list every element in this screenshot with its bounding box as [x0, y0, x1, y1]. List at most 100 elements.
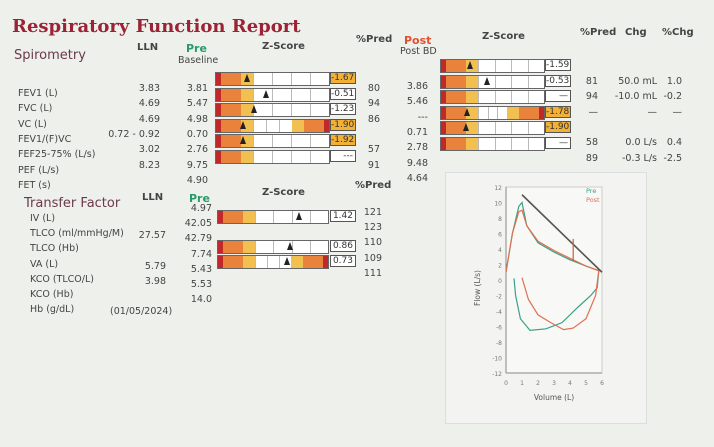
x-tick-label: 0	[504, 380, 508, 387]
series-post-line	[505, 209, 600, 331]
pre-value: 4.98	[186, 113, 208, 125]
y-tick-label: -12	[492, 371, 502, 378]
post-z-score: -1.78	[545, 105, 571, 118]
post-value: 2.78	[406, 142, 428, 154]
tf-row-label: KCO (TLCO/L)	[30, 273, 94, 285]
pchg-value: -0.2	[663, 91, 682, 103]
predicted-line	[521, 194, 603, 273]
tf-pre-value: 4.97	[190, 203, 212, 214]
y-tick-label: -2	[496, 294, 502, 301]
header-chg: Chg	[625, 27, 647, 38]
pre-z-score: -1.23	[330, 103, 356, 115]
pchg-value: 0.4	[666, 137, 682, 149]
tf-row-label: TLCO (Hb)	[30, 243, 79, 255]
post-pred-value: 58	[585, 137, 598, 149]
pre-z-score: -1.90	[330, 118, 356, 131]
pre-value: 9.75	[186, 159, 208, 171]
section-spirometry: Spirometry	[14, 48, 86, 63]
post-value: 9.48	[406, 157, 428, 169]
pre-z-bar	[215, 87, 330, 102]
pre-value: 0.70	[186, 128, 208, 140]
x-tick-label: 5	[584, 380, 588, 387]
z-score-marker	[284, 257, 291, 265]
x-tick-label: 1	[520, 380, 524, 387]
row-label: PEF (L/s)	[18, 164, 60, 176]
z-score-marker	[467, 61, 474, 69]
tf-lln-value: 5.79	[144, 260, 166, 272]
header-lln: LLN	[137, 42, 159, 53]
post-value: 5.46	[406, 96, 428, 108]
tf-row-label: Hb (g/dL)	[30, 304, 75, 316]
header-pre: Pre	[186, 42, 207, 55]
tf-row-label: VA (L)	[30, 258, 59, 270]
tf-row-label: TLCO (ml/mmHg/M)	[30, 228, 124, 240]
pchg-value: 1.0	[666, 76, 682, 87]
flow-volume-chart: 12 10 8 6 4 2 0 -2 -4 -6 -8 -10 -12 0 1 2 3 4 5 6 Volume (L)…	[445, 172, 647, 424]
tf-header-lln: LLN	[142, 192, 164, 203]
chg-value: -10.0 mL	[614, 91, 657, 103]
pre-value: 3.81	[186, 83, 208, 94]
y-tick-label: 6	[498, 232, 502, 239]
y-tick-label: 12	[494, 185, 502, 192]
row-label: FEF25-75% (L/s)	[18, 149, 96, 161]
lln-value: 4.69	[138, 98, 160, 110]
tf-z-score: 0.73	[330, 255, 356, 267]
plot-area	[505, 186, 603, 374]
z-score-marker	[251, 105, 258, 113]
x-tick-label: 4	[568, 380, 572, 387]
pchg-value: —	[672, 106, 683, 118]
chg-value: —	[647, 106, 658, 118]
post-z-bar	[440, 74, 545, 89]
tf-lln-value: (01/05/2024)	[110, 306, 173, 318]
post-z-score: —	[545, 136, 571, 149]
chg-value: -0.3 L/s	[622, 152, 657, 164]
tf-z-bar	[217, 210, 329, 224]
pre-z-score: ---	[330, 149, 356, 162]
z-score-marker	[239, 136, 246, 144]
pchg-value: -2.5	[663, 152, 682, 164]
header-post-pred: %Pred	[580, 27, 617, 38]
post-value: ---	[417, 111, 428, 123]
pre-pred-value: 57	[367, 144, 380, 156]
post-value: 4.64	[406, 172, 428, 184]
pre-z-score: -0.51	[330, 87, 356, 100]
y-axis-label: Flow (L/s)	[473, 270, 482, 306]
z-score-marker	[263, 89, 270, 98]
post-z-score: —	[545, 90, 571, 102]
chg-value: 0.0 L/s	[625, 137, 657, 149]
section-transfer: Transfer Factor	[24, 196, 121, 211]
tf-header-pre: Pre	[189, 192, 210, 205]
z-score-marker	[483, 76, 490, 85]
z-score-marker	[239, 120, 246, 129]
post-z-bar	[440, 105, 545, 120]
legend-post: Post	[586, 196, 600, 204]
y-tick-label: 2	[498, 263, 502, 270]
tf-pre-value: 42.79	[184, 233, 212, 245]
tf-pre-value: 14.0	[190, 294, 212, 306]
tf-row-label: KCO (Hb)	[30, 289, 74, 300]
tf-pred-value: 123	[363, 222, 382, 234]
pre-z-bar	[215, 134, 330, 148]
post-z-score: -1.90	[545, 121, 571, 133]
z-score-marker	[243, 74, 250, 82]
tf-pred-value: 111	[363, 267, 382, 279]
x-axis-label: Volume (L)	[534, 393, 574, 402]
pre-pred-value: 91	[367, 159, 380, 171]
y-tick-label: 4	[498, 247, 502, 254]
post-z-score: -0.53	[545, 74, 571, 87]
post-pred-value: —	[588, 106, 599, 118]
tf-z-bar	[217, 255, 329, 269]
header-post-sub: Post BD	[400, 46, 437, 57]
pre-z-score: -1.67	[330, 72, 356, 84]
pre-pred-value: 86	[367, 113, 380, 125]
y-tick-label: 8	[498, 216, 502, 223]
row-label: FVC (L)	[18, 103, 53, 115]
x-tick-label: 2	[536, 380, 540, 387]
post-value: 3.86	[406, 81, 428, 92]
row-label: FEV1 (L)	[18, 88, 58, 99]
row-label: FET (s)	[18, 179, 51, 191]
tf-z-bar	[217, 240, 329, 254]
pre-z-bar	[215, 72, 330, 86]
tf-z-score: 1.42	[330, 210, 356, 222]
pre-pred-value: 94	[367, 98, 380, 110]
